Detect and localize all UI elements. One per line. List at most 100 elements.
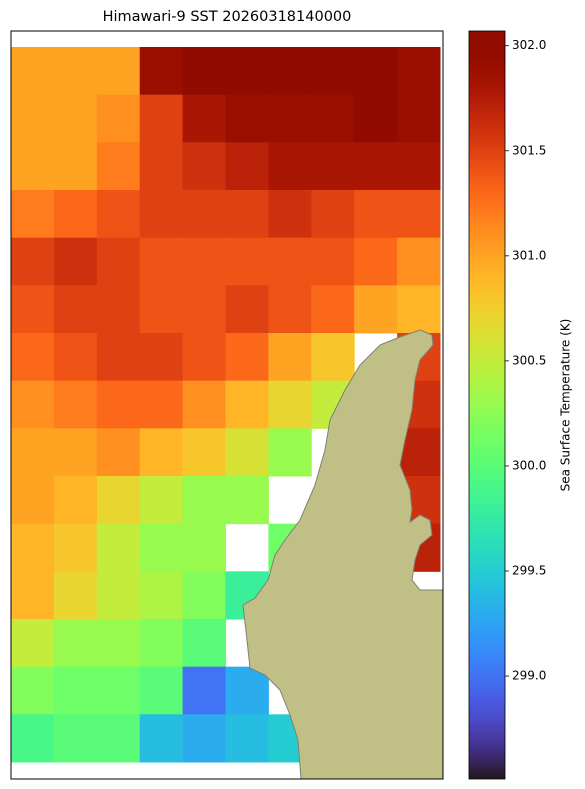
sst-cell xyxy=(53,142,98,191)
sst-cell xyxy=(11,666,55,715)
sst-cell xyxy=(182,714,226,763)
colorbar-tick-label: 301.0 xyxy=(512,248,546,262)
sst-cell xyxy=(53,714,98,763)
sst-cell xyxy=(96,619,141,668)
sst-cell xyxy=(182,190,226,239)
sst-cell xyxy=(182,380,226,429)
sst-cell xyxy=(96,142,141,191)
sst-cell xyxy=(11,380,55,429)
colorbar-tick-label: 300.5 xyxy=(512,353,546,367)
sst-cell xyxy=(182,237,226,286)
sst-cell xyxy=(139,47,184,96)
sst-cell xyxy=(96,94,141,143)
sst-cell xyxy=(354,47,398,96)
sst-cell xyxy=(53,47,98,96)
sst-cell xyxy=(96,190,141,239)
sst-cell xyxy=(311,333,355,382)
sst-cell xyxy=(268,190,312,239)
sst-cell xyxy=(225,190,269,239)
sst-cell xyxy=(96,285,141,334)
chart-title: Himawari-9 SST 20260318140000 xyxy=(103,9,352,25)
sst-cell xyxy=(11,190,55,239)
sst-cell xyxy=(311,190,355,239)
sst-cell xyxy=(96,714,141,763)
sst-cell xyxy=(268,285,312,334)
sst-cell xyxy=(225,285,269,334)
sst-cell xyxy=(397,142,441,191)
sst-cell xyxy=(11,237,55,286)
sst-cell xyxy=(311,47,355,96)
sst-cell xyxy=(182,428,226,477)
sst-cell xyxy=(225,476,269,525)
sst-cell xyxy=(182,285,226,334)
sst-cell xyxy=(11,476,55,525)
sst-cell xyxy=(139,380,184,429)
sst-cell xyxy=(96,476,141,525)
sst-cell xyxy=(53,428,98,477)
sst-cell xyxy=(53,523,98,572)
sst-cell xyxy=(182,619,226,668)
map-frame xyxy=(10,30,444,780)
sst-cell xyxy=(139,571,184,620)
sst-cell xyxy=(139,94,184,143)
sst-cell xyxy=(268,333,312,382)
sst-cell xyxy=(311,285,355,334)
sst-cell xyxy=(225,47,269,96)
sst-cell xyxy=(225,666,269,715)
sst-cell xyxy=(11,47,55,96)
sst-cell xyxy=(11,619,55,668)
sst-cell xyxy=(182,666,226,715)
sst-cell xyxy=(11,285,55,334)
sst-cell xyxy=(397,237,441,286)
colorbar-tick-label: 299.5 xyxy=(512,563,546,577)
colorbar-label: Sea Surface Temperature (K) xyxy=(559,319,573,492)
sst-cell xyxy=(11,714,55,763)
sst-cell xyxy=(53,333,98,382)
sst-cell xyxy=(311,142,355,191)
sst-cell xyxy=(225,237,269,286)
sst-cell xyxy=(311,94,355,143)
sst-cell xyxy=(268,428,312,477)
sst-cell xyxy=(354,190,398,239)
sst-cell xyxy=(225,333,269,382)
sst-cell xyxy=(96,47,141,96)
sst-cell xyxy=(139,666,184,715)
sst-cell xyxy=(139,428,184,477)
sst-cell xyxy=(225,428,269,477)
sst-cell xyxy=(53,380,98,429)
sst-cell xyxy=(182,333,226,382)
sst-cell xyxy=(139,714,184,763)
sst-cell xyxy=(53,94,98,143)
sst-cell xyxy=(53,476,98,525)
sst-cell xyxy=(53,285,98,334)
sst-cell xyxy=(96,333,141,382)
sst-cell xyxy=(96,380,141,429)
sst-cell xyxy=(139,285,184,334)
sst-cell xyxy=(11,428,55,477)
sst-cell xyxy=(268,94,312,143)
sst-cell xyxy=(311,237,355,286)
sst-cell xyxy=(53,237,98,286)
sst-cell xyxy=(11,571,55,620)
land xyxy=(242,329,444,780)
sst-cell xyxy=(182,94,226,143)
sst-cell xyxy=(139,190,184,239)
colorbar-tick-label: 301.5 xyxy=(512,143,546,157)
sst-cell xyxy=(11,142,55,191)
sst-cell xyxy=(139,333,184,382)
sst-cell xyxy=(182,571,226,620)
sst-cell xyxy=(139,523,184,572)
colorbar xyxy=(468,30,506,780)
sst-cell xyxy=(354,94,398,143)
sst-cell xyxy=(182,476,226,525)
sst-cell xyxy=(397,190,441,239)
sst-cell xyxy=(11,94,55,143)
sst-cell xyxy=(139,476,184,525)
sst-cell xyxy=(53,571,98,620)
sst-cell xyxy=(96,571,141,620)
colorbar-tick-label: 299.0 xyxy=(512,669,546,683)
sst-cell xyxy=(53,666,98,715)
sst-cell xyxy=(397,285,441,334)
sst-cell xyxy=(96,428,141,477)
